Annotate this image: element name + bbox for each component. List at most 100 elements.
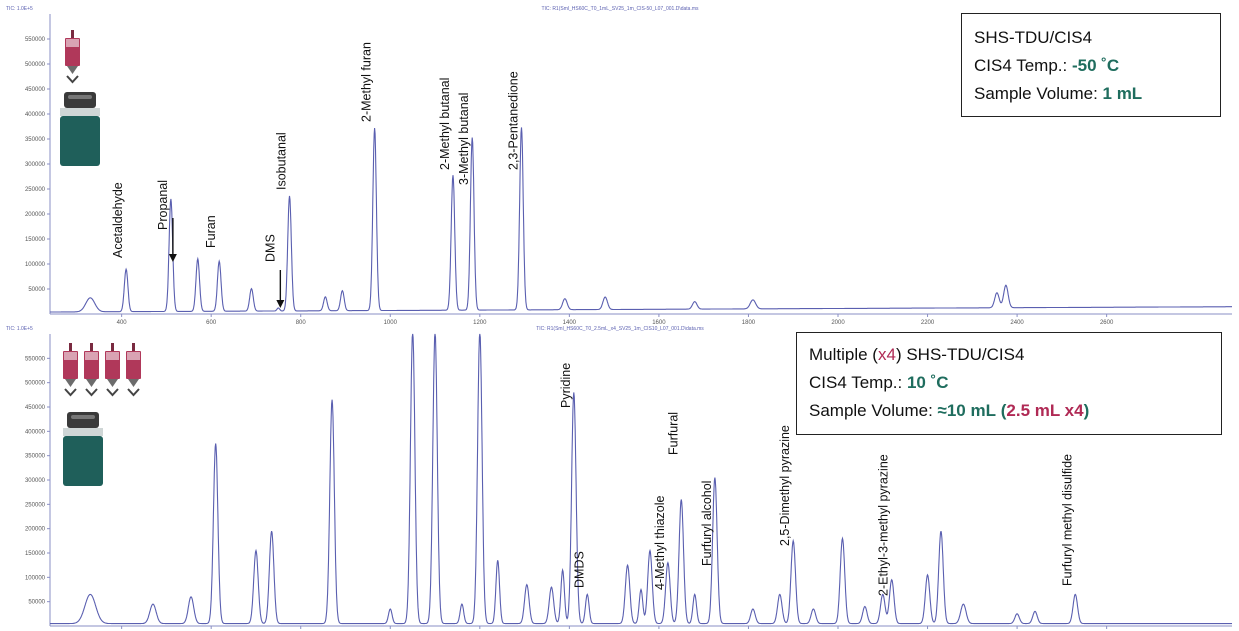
y-tick-label: 400000 xyxy=(25,429,46,435)
vial-body xyxy=(60,116,100,166)
x-tick-label: 2600 xyxy=(1100,320,1114,326)
y-tick-label: 300000 xyxy=(25,478,46,484)
y-tick-label: 50000 xyxy=(28,287,45,293)
y-tick-label: 400000 xyxy=(25,112,46,118)
vial-neck xyxy=(63,428,103,436)
y-tick-label: 550000 xyxy=(25,356,46,362)
bottom-chromatogram: TIC: 1.0E+5 TIC: R1(Sml_HS60C_T0_2.5mL_x4… xyxy=(6,326,1232,629)
header-left-label: TIC: 1.0E+5 xyxy=(6,326,33,332)
peak-label: 4-Methyl thiazole xyxy=(653,495,667,590)
y-tick-label: 50000 xyxy=(28,600,45,606)
syringe-fill xyxy=(66,39,79,47)
x-tick-label: 1600 xyxy=(652,320,666,326)
x-tick-label: 1800 xyxy=(742,320,756,326)
chevron-down-icon xyxy=(127,388,140,397)
x-tick-label: 1400 xyxy=(563,320,577,326)
bottom-sample-volume-split: (2.5 mL x4) xyxy=(1000,401,1090,420)
chevron-down-icon xyxy=(66,75,79,84)
y-tick-label: 550000 xyxy=(25,37,46,43)
syringe-needle xyxy=(67,66,78,74)
x-tick-label: 2400 xyxy=(1010,320,1024,326)
bottom-sample-volume-value: ≈10 mL xyxy=(937,401,996,420)
peak-label: Propanal xyxy=(156,180,170,230)
top-sample-volume: Sample Volume: 1 mL xyxy=(974,84,1143,103)
x-tick-label: 400 xyxy=(117,320,128,326)
peak-label: 2-Ethyl-3-methyl pyrazine xyxy=(877,454,891,596)
chevron-down-icon xyxy=(106,388,119,397)
header-title: TIC: R1(Sml_HS60C_T0_1mL_SV25_1m_CIS-50_… xyxy=(541,6,699,12)
top-chromatogram: TIC: 1.0E+5 TIC: R1(Sml_HS60C_T0_1mL_SV25… xyxy=(6,6,1232,326)
syringe-fill xyxy=(127,352,140,360)
peak-label: 2-Methyl furan xyxy=(360,42,374,122)
y-tick-label: 500000 xyxy=(25,62,46,68)
peak-label: Furfuryl methyl disulfide xyxy=(1060,454,1074,586)
y-tick-label: 250000 xyxy=(25,502,46,508)
peak-label: 3-Methyl butanal xyxy=(457,93,471,185)
syringe-plunger xyxy=(69,343,72,351)
peak-label: DMDS xyxy=(572,551,586,588)
syringe-needle xyxy=(107,379,118,387)
bottom-method-label: Multiple (x4) SHS-TDU/CIS4 xyxy=(809,345,1025,364)
vial-cap xyxy=(67,412,99,428)
y-tick-label: 200000 xyxy=(25,212,46,218)
top-conditions-box: SHS-TDU/CIS4 CIS4 Temp.: -50 ˚C Sample V… xyxy=(961,13,1221,117)
y-tick-label: 250000 xyxy=(25,187,46,193)
y-tick-label: 100000 xyxy=(25,262,46,268)
peak-label: Furfuryl alcohol xyxy=(700,481,714,566)
chromatogram-trace xyxy=(50,333,1232,625)
y-tick-label: 450000 xyxy=(25,87,46,93)
top-sample-volume-value: 1 mL xyxy=(1102,84,1143,103)
y-tick-label: 500000 xyxy=(25,381,46,387)
syringe-plunger xyxy=(71,30,74,38)
peak-arrow-head xyxy=(276,300,285,308)
syringe-plunger xyxy=(111,343,114,351)
top-method-label: SHS-TDU/CIS4 xyxy=(974,28,1093,47)
y-tick-label: 150000 xyxy=(25,551,46,557)
peak-label: 2-Methyl butanal xyxy=(438,78,452,170)
peak-label: Pyridine xyxy=(559,363,573,408)
peak-label: Furfural xyxy=(666,412,680,455)
chevron-down-icon xyxy=(64,388,77,397)
bottom-cis4-temp: CIS4 Temp.: 10 ˚C xyxy=(809,373,949,392)
syringe-plunger xyxy=(90,343,93,351)
chevron-down-icon xyxy=(85,388,98,397)
syringe-plunger xyxy=(132,343,135,351)
x-tick-label: 1000 xyxy=(384,320,398,326)
peak-label: Acetaldehyde xyxy=(111,182,125,258)
syringe-fill xyxy=(64,352,77,360)
x-tick-label: 600 xyxy=(206,320,217,326)
x-tick-label: 2200 xyxy=(921,320,935,326)
bottom-conditions-box: Multiple (x4) SHS-TDU/CIS4 CIS4 Temp.: 1… xyxy=(796,332,1222,435)
x-tick-label: 800 xyxy=(296,320,307,326)
peak-label: DMS xyxy=(263,234,277,262)
bottom-sample-volume: Sample Volume: ≈10 mL (2.5 mL x4) xyxy=(809,401,1090,420)
header-title: TIC: R1(Sml_HS60C_T0_2.5mL_x4_SV25_1m_CI… xyxy=(536,326,704,332)
vial-cap-ring xyxy=(68,95,92,99)
x-tick-label: 1200 xyxy=(473,320,487,326)
vial-cap-ring xyxy=(71,415,95,419)
peak-label: 2,3-Pentanedione xyxy=(506,71,520,170)
vial-body xyxy=(63,436,103,486)
peak-label: 2,5-Dimethyl pyrazine xyxy=(778,425,792,546)
y-tick-label: 350000 xyxy=(25,137,46,143)
vial-neck xyxy=(60,108,100,116)
x-tick-label: 2000 xyxy=(831,320,845,326)
y-tick-label: 200000 xyxy=(25,527,46,533)
y-tick-label: 300000 xyxy=(25,162,46,168)
y-tick-label: 100000 xyxy=(25,575,46,581)
bottom-multiplier: x4 xyxy=(877,345,896,364)
syringe-needle xyxy=(86,379,97,387)
y-tick-label: 350000 xyxy=(25,454,46,460)
peak-label: Isobutanal xyxy=(275,132,289,190)
peak-arrow-head xyxy=(168,254,177,262)
header-left-label: TIC: 1.0E+5 xyxy=(6,6,33,12)
peak-label: Furan xyxy=(204,215,218,248)
syringe-needle xyxy=(65,379,76,387)
vial-cap xyxy=(64,92,96,108)
chromatogram-trace xyxy=(50,127,1232,313)
bottom-cis4-temp-value: 10 ˚C xyxy=(906,373,949,392)
y-tick-label: 450000 xyxy=(25,405,46,411)
top-cis4-temp-value: -50 ˚C xyxy=(1071,56,1120,75)
y-tick-label: 150000 xyxy=(25,237,46,243)
